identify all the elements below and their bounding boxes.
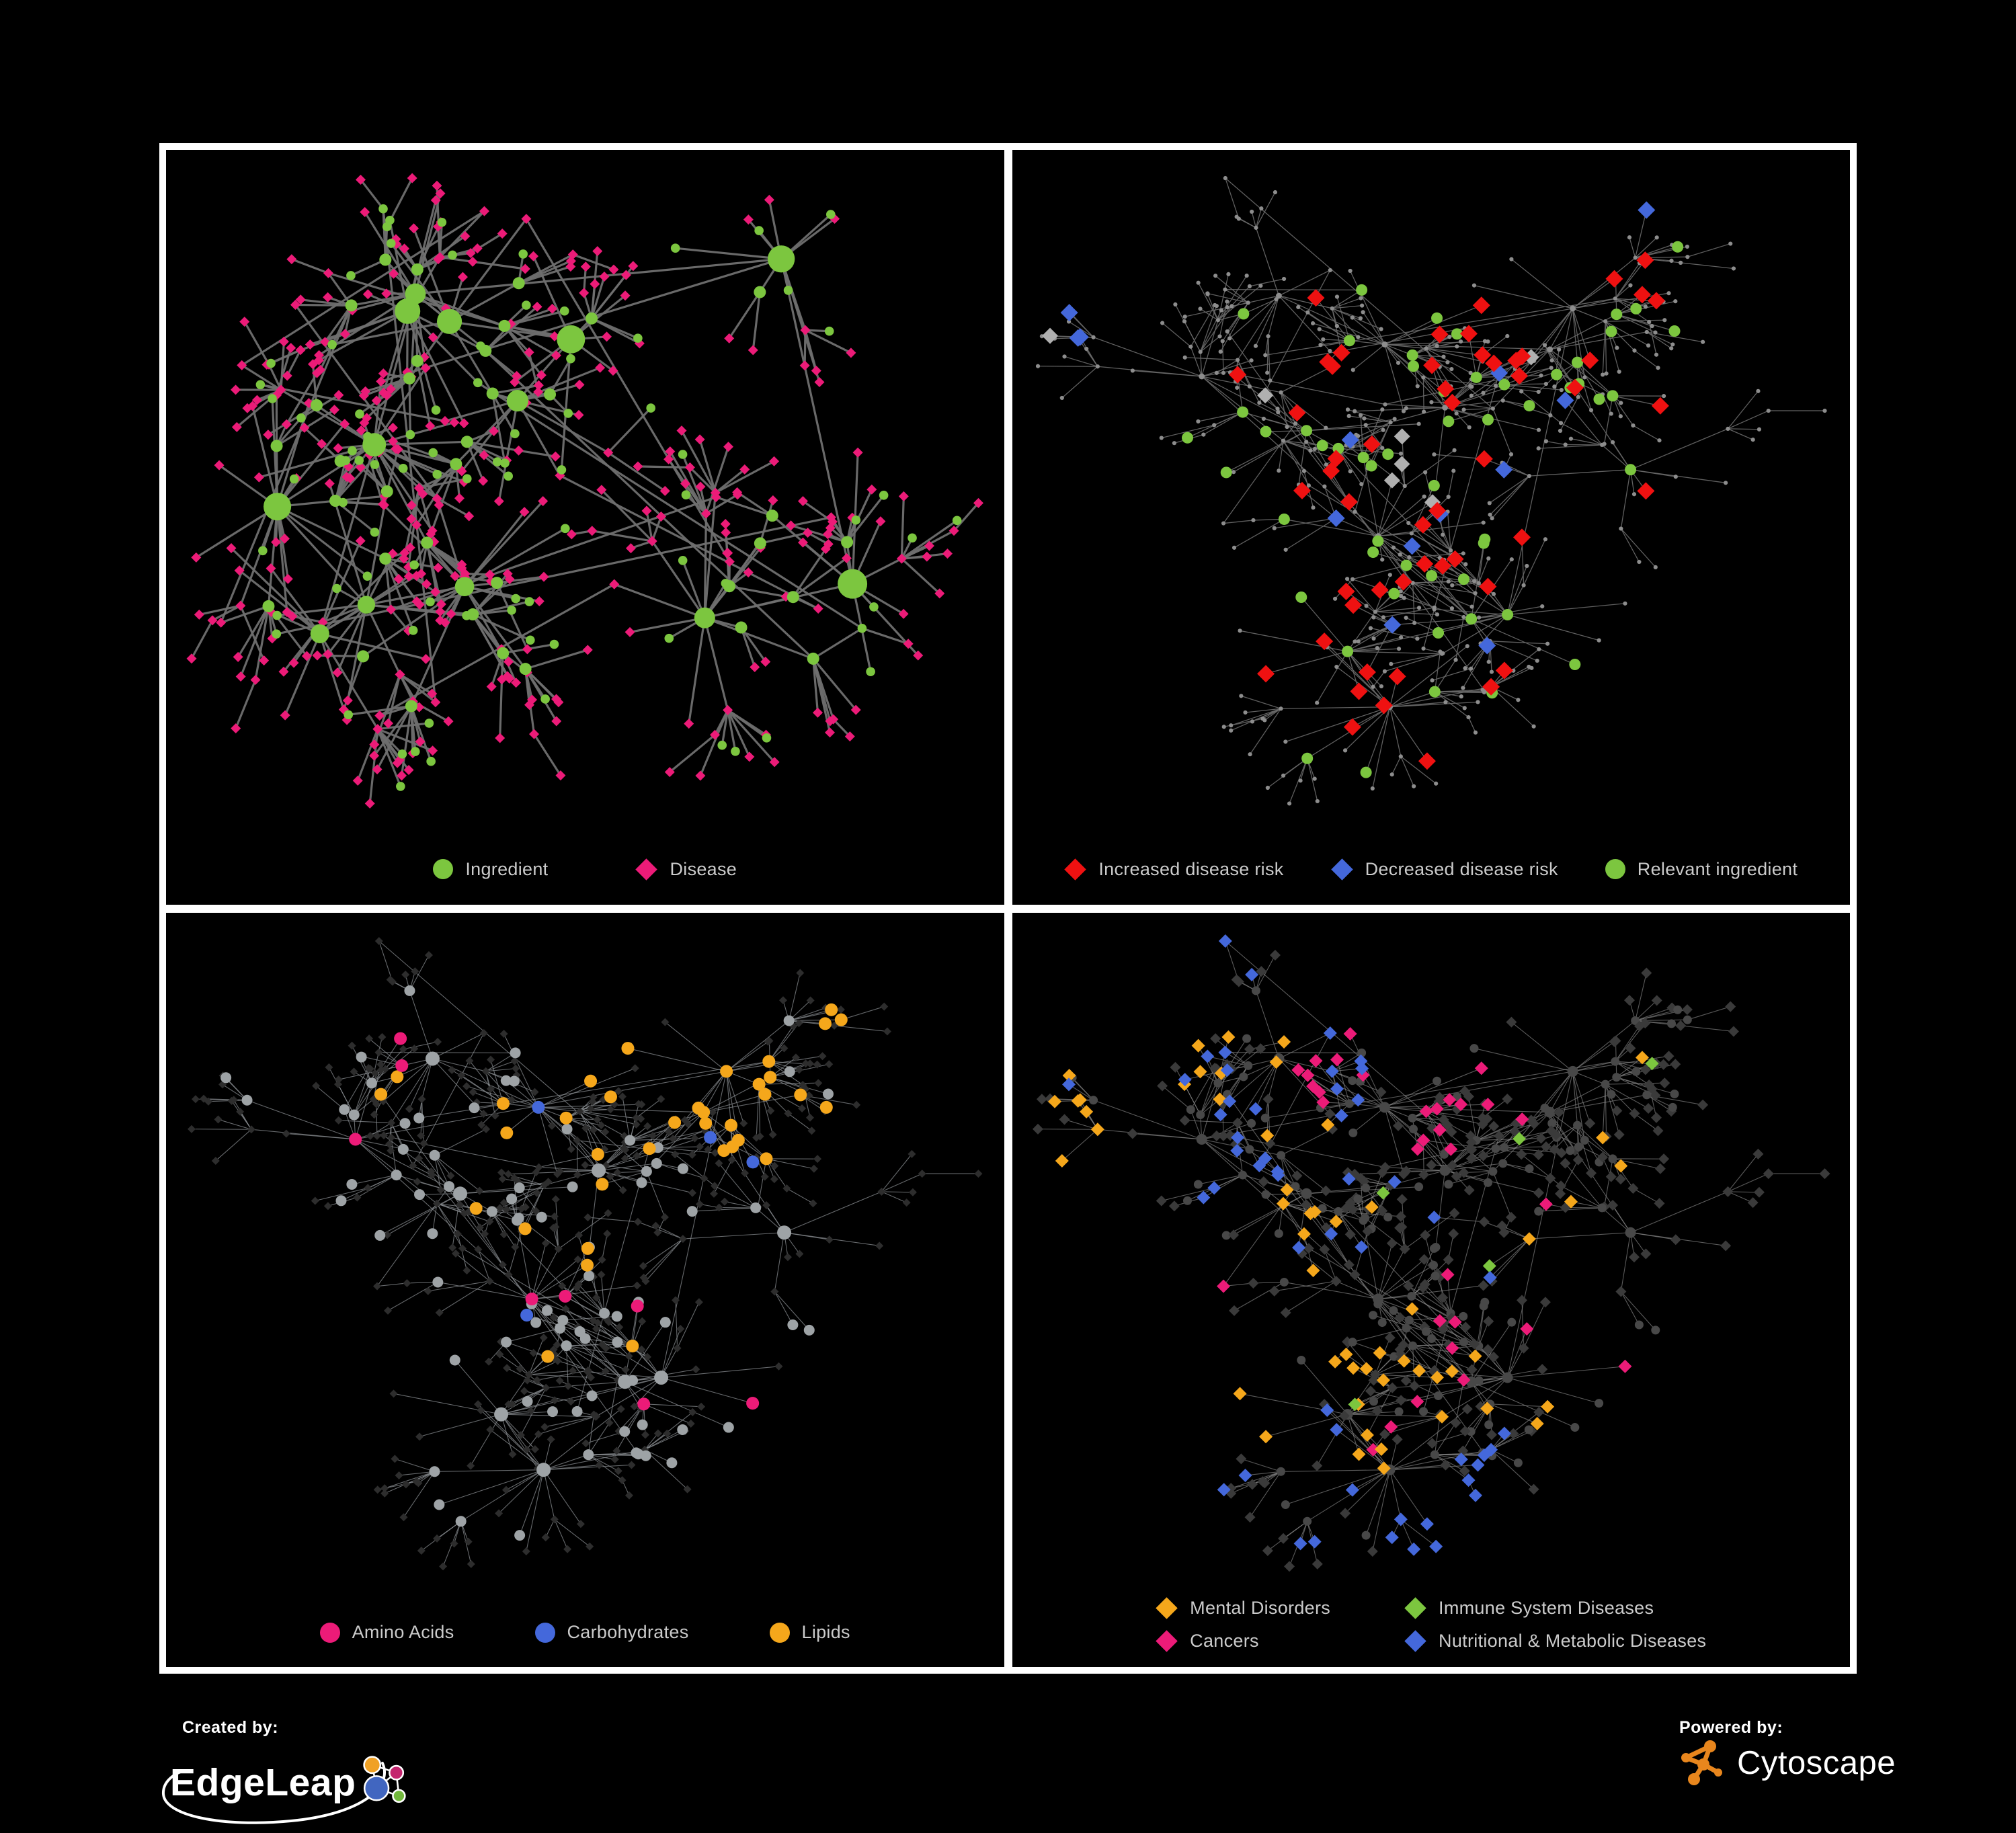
legend-label: Mental Disorders	[1190, 1598, 1330, 1619]
legend-item: Amino Acids	[320, 1622, 454, 1643]
legend-label: Increased disease risk	[1098, 859, 1283, 880]
legend-label: Amino Acids	[352, 1622, 454, 1643]
increased-risk-diamond-icon	[1065, 858, 1087, 881]
legend-item: Nutritional & Metabolic Diseases	[1404, 1630, 1706, 1652]
legend-label: Disease	[670, 859, 737, 880]
lipids-circle-icon	[770, 1623, 790, 1643]
panel-disease-classes: Mental Disorders Immune System Diseases Ca…	[1012, 913, 1851, 1668]
legend-label: Immune System Diseases	[1439, 1598, 1654, 1619]
legend-disease-classes: Mental Disorders Immune System Diseases Ca…	[1012, 1597, 1851, 1652]
legend-label: Relevant ingredient	[1638, 859, 1798, 880]
edgeleap-wordmark: EdgeLeap	[170, 1760, 356, 1805]
decreased-risk-diamond-icon	[1331, 858, 1353, 881]
created-by-label: Created by:	[182, 1718, 412, 1738]
legend-item: Ingredient	[433, 859, 548, 880]
network-graph-disease-classes	[1012, 913, 1851, 1668]
network-graph-ingredient-disease	[166, 150, 1004, 905]
legend-label: Lipids	[802, 1622, 850, 1643]
legend-label: Carbohydrates	[567, 1622, 689, 1643]
network-graph-nutrient-classes	[166, 913, 1004, 1668]
edgeleap-branding: Created by: EdgeLeap	[170, 1718, 412, 1812]
legend-item: Carbohydrates	[535, 1622, 689, 1643]
cytoscape-branding: Powered by: Cytoscape	[1679, 1718, 1921, 1812]
nutritional-metabolic-diseases-diamond-icon	[1404, 1630, 1426, 1652]
legend-item: Immune System Diseases	[1404, 1597, 1706, 1619]
cytoscape-wordmark: Cytoscape	[1737, 1744, 1896, 1782]
amino-acids-circle-icon	[320, 1623, 340, 1643]
legend-item: Disease	[635, 858, 737, 881]
legend-item: Mental Disorders	[1156, 1597, 1330, 1619]
legend-label: Cancers	[1190, 1631, 1259, 1652]
cytoscape-logo-icon	[1679, 1738, 1729, 1789]
panel-nutrient-classes: Amino Acids Carbohydrates Lipids	[166, 913, 1004, 1668]
network-graph-disease-risk	[1012, 150, 1851, 905]
carbohydrates-circle-icon	[535, 1623, 555, 1643]
legend-ingredient-disease: Ingredient Disease	[166, 858, 1004, 881]
disease-diamond-icon	[636, 858, 658, 881]
legend-label: Decreased disease risk	[1365, 859, 1558, 880]
legend-disease-risk: Increased disease risk Decreased disease …	[1012, 858, 1851, 881]
mental-disorders-diamond-icon	[1156, 1597, 1178, 1619]
legend-label: Nutritional & Metabolic Diseases	[1439, 1631, 1706, 1652]
cancers-diamond-icon	[1156, 1630, 1178, 1652]
legend-item: Increased disease risk	[1064, 858, 1283, 881]
panel-ingredient-disease: Ingredient Disease	[166, 150, 1004, 905]
powered-by-label: Powered by:	[1679, 1718, 1921, 1738]
legend-label: Ingredient	[465, 859, 548, 880]
legend-nutrient-classes: Amino Acids Carbohydrates Lipids	[166, 1622, 1004, 1643]
legend-item: Relevant ingredient	[1605, 859, 1798, 880]
panel-grid: Ingredient Disease Increased disease risk…	[159, 143, 1857, 1674]
ingredient-circle-icon	[433, 859, 453, 879]
immune-system-diseases-diamond-icon	[1404, 1597, 1426, 1619]
legend-item: Lipids	[770, 1622, 850, 1643]
legend-item: Decreased disease risk	[1331, 858, 1558, 881]
legend-item: Cancers	[1156, 1630, 1330, 1652]
edgeleap-logo-icon	[352, 1739, 412, 1826]
relevant-ingredient-circle-icon	[1605, 859, 1625, 879]
panel-disease-risk: Increased disease risk Decreased disease …	[1012, 150, 1851, 905]
